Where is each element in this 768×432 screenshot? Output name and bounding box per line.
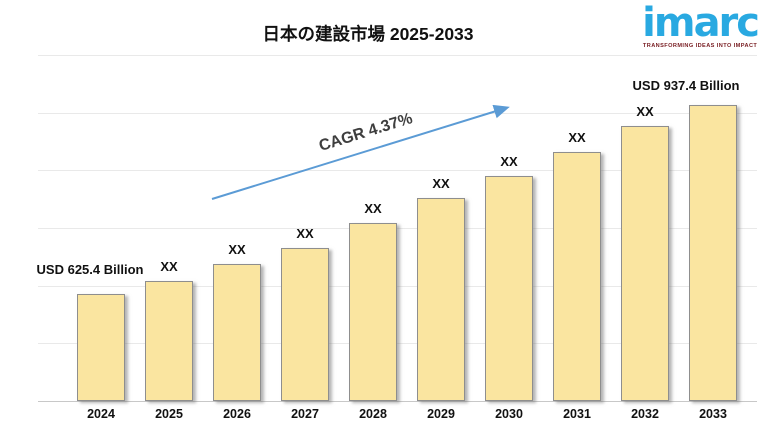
- bar-slot-2029: XX 2029: [417, 55, 465, 421]
- bar-value-label-2024: USD 625.4 Billion: [36, 262, 144, 278]
- bar-value-label-2030: XX: [500, 154, 518, 170]
- bar-value-label-2025: XX: [160, 258, 178, 274]
- imarc-logo: imarc TRANSFORMING IDEAS INTO IMPACT: [642, 0, 760, 49]
- bar-2032: [621, 125, 669, 401]
- year-label-2027: 2027: [291, 407, 319, 421]
- year-label-2025: 2025: [155, 407, 183, 421]
- bar-slot-2028: XX 2028: [349, 55, 397, 421]
- bar-slot-2024: USD 625.4 Billion 2024: [37, 55, 144, 421]
- bar-value-label-2027: XX: [296, 226, 314, 242]
- bar-2030: [485, 176, 533, 401]
- imarc-logo-text: imarc: [642, 0, 760, 46]
- year-label-2026: 2026: [223, 407, 251, 421]
- bar-2029: [417, 197, 465, 401]
- bar-2024: [77, 294, 125, 401]
- gridline: [38, 228, 757, 229]
- bar-value-label-2029: XX: [432, 175, 450, 191]
- bar-slot-2031: XX 2031: [553, 55, 601, 421]
- bar-value-label-2033: USD 937.4 Billion: [632, 78, 740, 94]
- year-label-2031: 2031: [563, 407, 591, 421]
- bar-slot-2033: USD 937.4 Billion 2033: [633, 55, 740, 421]
- imarc-logo-tagline: TRANSFORMING IDEAS INTO IMPACT: [642, 43, 758, 49]
- bar-2025: [145, 280, 193, 401]
- year-label-2028: 2028: [359, 407, 387, 421]
- gridline: [38, 55, 757, 56]
- year-label-2030: 2030: [495, 407, 523, 421]
- bar-group: USD 625.4 Billion 2024 XX 2025 XX 2026 XX 2027 X…: [37, 55, 740, 421]
- bar-2027: [281, 248, 329, 401]
- plot-area: USD 625.4 Billion 2024 XX 2025 XX 2026 XX 2027 X…: [37, 55, 757, 421]
- bar-slot-2030: XX 2030: [485, 55, 533, 421]
- page-title: 日本の建設市場 2025-2033: [262, 24, 474, 44]
- bar-slot-2027: XX 2027: [281, 55, 329, 421]
- bar-2033: [689, 105, 737, 401]
- year-label-2033: 2033: [699, 407, 727, 421]
- year-label-2029: 2029: [427, 407, 455, 421]
- bar-value-label-2032: XX: [636, 103, 654, 119]
- bar-2026: [213, 263, 261, 401]
- bar-slot-2032: XX 2032: [621, 55, 669, 421]
- year-label-2024: 2024: [87, 407, 115, 421]
- gridline: [38, 343, 757, 345]
- bar-2028: [349, 223, 397, 401]
- gridline: [38, 285, 757, 287]
- bar-value-label-2028: XX: [364, 201, 382, 217]
- bar-value-label-2026: XX: [228, 241, 246, 257]
- bar-value-label-2031: XX: [568, 129, 586, 145]
- bar-slot-2026: XX 2026: [213, 55, 261, 421]
- bar-slot-2025: XX 2025: [145, 55, 193, 421]
- bar-2031: [553, 151, 601, 401]
- year-label-2032: 2032: [631, 407, 659, 421]
